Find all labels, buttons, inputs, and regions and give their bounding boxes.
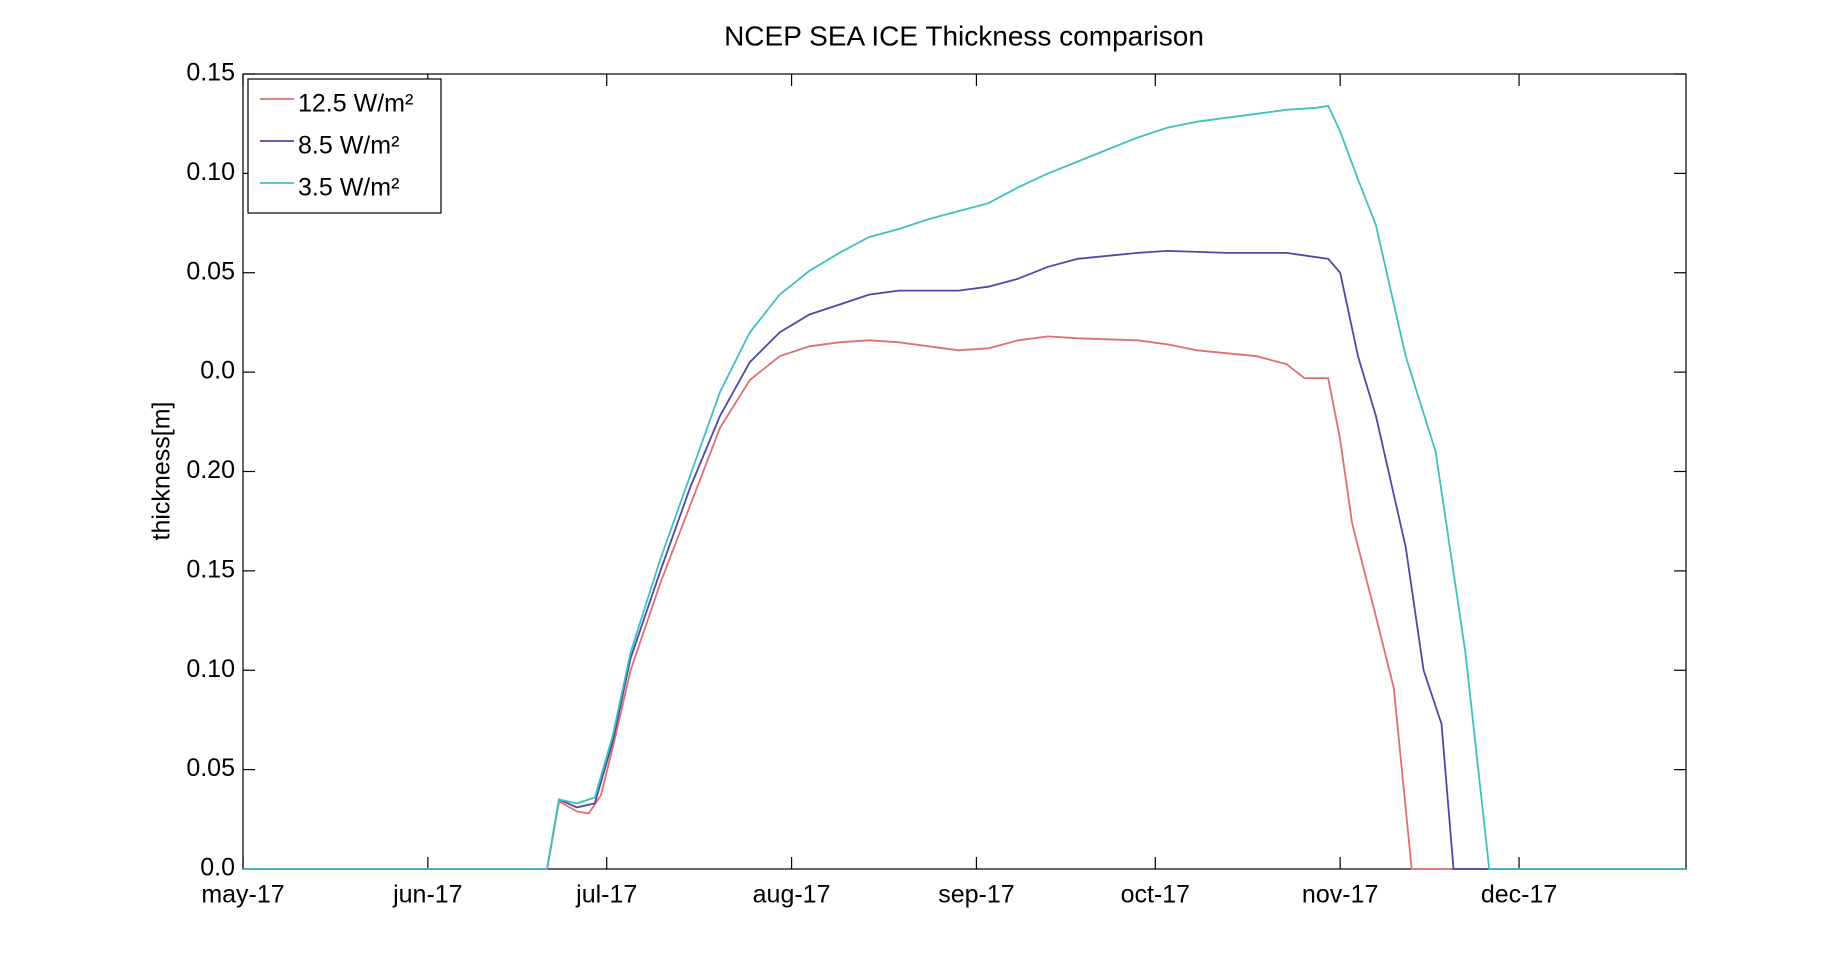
x-tick-label: oct-17 bbox=[1121, 881, 1190, 909]
chart-title: NCEP SEA ICE Thickness comparison bbox=[724, 20, 1204, 51]
legend-label: 8.5 W/m² bbox=[298, 132, 399, 160]
y-tick-label: 0.0 bbox=[200, 854, 235, 882]
y-tick-label: 0.15 bbox=[186, 555, 235, 583]
legend-box bbox=[247, 78, 442, 214]
y-tick-label: 0.0 bbox=[200, 357, 235, 385]
x-tick-label: sep-17 bbox=[938, 881, 1014, 909]
legend-label: 3.5 W/m² bbox=[298, 174, 399, 202]
x-tick-label: dec-17 bbox=[1481, 881, 1557, 909]
legend-label: 12.5 W/m² bbox=[298, 90, 413, 118]
y-axis-label: thickness[m] bbox=[148, 402, 176, 541]
y-tick-label: 0.15 bbox=[186, 59, 235, 87]
x-tick-label: nov-17 bbox=[1302, 881, 1378, 909]
x-tick-label: may-17 bbox=[201, 881, 284, 909]
y-tick-label: 0.10 bbox=[186, 158, 235, 186]
x-tick-label: aug-17 bbox=[753, 881, 831, 909]
y-tick-label: 0.20 bbox=[186, 456, 235, 484]
y-tick-label: 0.10 bbox=[186, 655, 235, 683]
x-tick-label: jul-17 bbox=[575, 881, 637, 909]
line-series bbox=[243, 104, 1686, 870]
line-series bbox=[243, 335, 1686, 870]
line-series bbox=[243, 249, 1686, 870]
y-tick-label: 0.05 bbox=[186, 257, 235, 285]
x-tick-label: jun-17 bbox=[392, 881, 463, 909]
y-tick-label: 0.05 bbox=[186, 754, 235, 782]
plot-frame bbox=[242, 73, 1687, 870]
